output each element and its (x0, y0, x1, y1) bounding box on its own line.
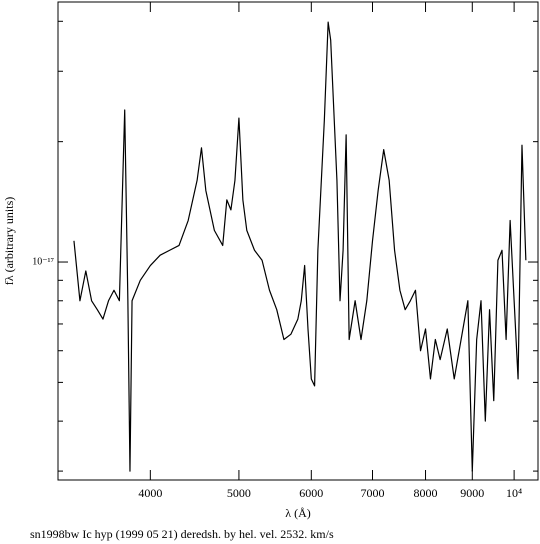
x-tick-label: 6000 (299, 486, 323, 500)
y-axis-label: fλ (arbitrary units) (2, 197, 16, 285)
x-tick-label: 9000 (460, 486, 484, 500)
x-tick-label: 7000 (361, 486, 385, 500)
x-tick-label: 5000 (227, 486, 251, 500)
chart-title: sn1998bw Ic hyp (1999 05 21) deredsh. by… (30, 527, 334, 541)
x-tick-label: 10⁴ (506, 486, 522, 500)
spectrum-line (73, 21, 527, 472)
x-tick-label: 8000 (414, 486, 438, 500)
x-tick-label: 4000 (138, 486, 162, 500)
y-tick-label: 10⁻¹⁷ (32, 256, 54, 267)
x-axis-label: λ (Å) (285, 506, 310, 520)
plot-frame (57, 1, 539, 481)
